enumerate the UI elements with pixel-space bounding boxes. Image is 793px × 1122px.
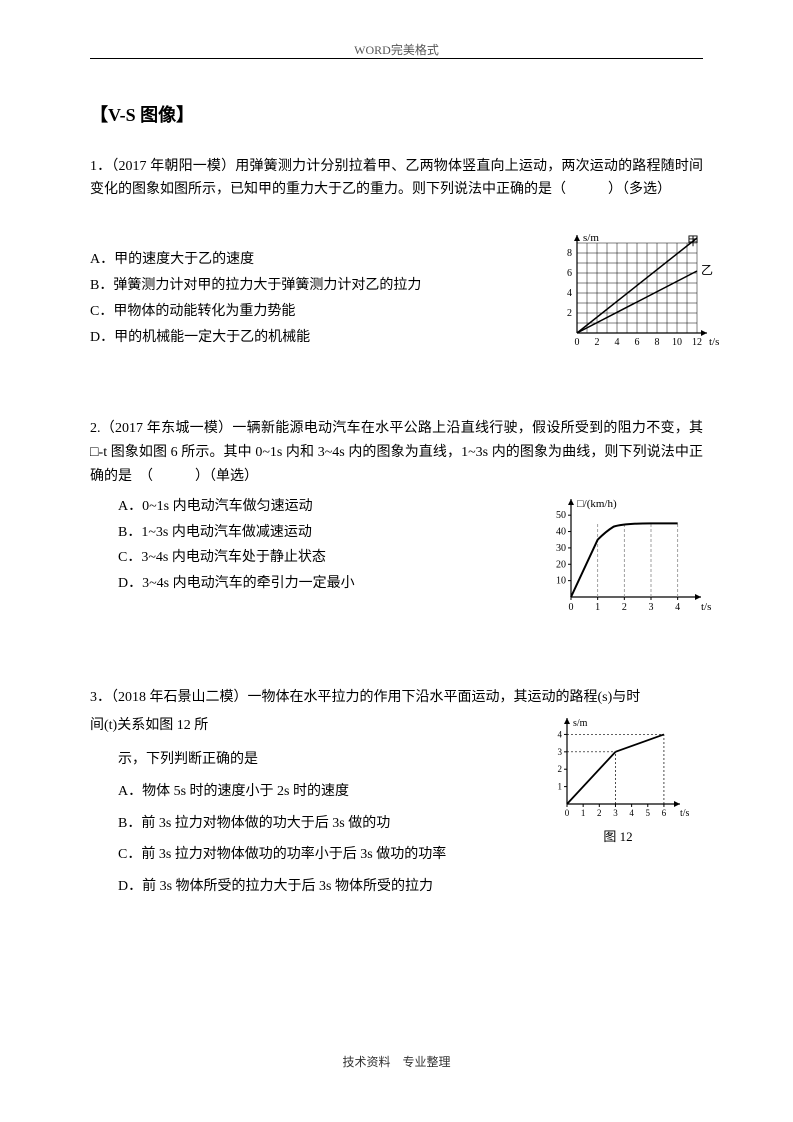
q1-chart: 0 2 4 6 8 10 12 2 4 6 8 s/m t/s 甲乙: [553, 225, 723, 355]
svg-text:6: 6: [635, 337, 640, 348]
svg-text:4: 4: [558, 729, 563, 739]
page-content: 【V-S 图像】 1．（2017 年朝阳一模）用弹簧测力计分别拉着甲、乙两物体竖…: [90, 100, 703, 899]
svg-text:4: 4: [629, 808, 634, 818]
svg-text:20: 20: [556, 560, 566, 571]
svg-text:6: 6: [662, 808, 667, 818]
svg-text:6: 6: [567, 268, 572, 279]
svg-text:甲: 甲: [687, 234, 699, 248]
svg-text:4: 4: [615, 337, 620, 348]
svg-text:10: 10: [672, 337, 682, 348]
svg-text:1: 1: [581, 808, 586, 818]
svg-text:2: 2: [597, 808, 602, 818]
svg-text:2: 2: [595, 337, 600, 348]
svg-text:s/m: s/m: [573, 718, 588, 729]
svg-text:t/s: t/s: [701, 601, 711, 613]
svg-text:0: 0: [569, 602, 574, 613]
q2-chart-svg: 10 20 30 40 50 0 1 2 3 4 □/(km/h) t/s: [543, 487, 713, 617]
svg-text:t/s: t/s: [709, 336, 719, 348]
svg-text:0: 0: [575, 337, 580, 348]
q3-chart-caption: 图 12: [543, 826, 693, 848]
svg-text:0: 0: [565, 808, 570, 818]
question-2: 2.（2017 年东城一模）一辆新能源电动汽车在水平公路上沿直线行驶，假设所受到…: [90, 417, 703, 596]
svg-text:s/m: s/m: [583, 232, 599, 244]
svg-text:t/s: t/s: [680, 808, 690, 819]
question-1: 1．（2017 年朝阳一模）用弹簧测力计分别拉着甲、乙两物体竖直向上运动，两次运…: [90, 155, 703, 350]
svg-text:乙: 乙: [701, 263, 713, 277]
q3-chart-svg: 0 1 2 3 4 5 6 1 2 3 4 s/m t/s: [543, 704, 693, 824]
svg-text:8: 8: [655, 337, 660, 348]
svg-text:5: 5: [646, 808, 651, 818]
q3-option-d: D．前 3s 物体所受的拉力大于后 3s 物体所受的拉力: [90, 875, 703, 899]
svg-text:50: 50: [556, 511, 566, 522]
svg-text:3: 3: [649, 602, 654, 613]
q3-chart: 0 1 2 3 4 5 6 1 2 3 4 s/m t/s 图 12: [543, 704, 693, 848]
svg-text:30: 30: [556, 543, 566, 554]
svg-text:8: 8: [567, 248, 572, 259]
svg-text:3: 3: [613, 808, 618, 818]
q1-stem: 1．（2017 年朝阳一模）用弹簧测力计分别拉着甲、乙两物体竖直向上运动，两次运…: [90, 155, 703, 203]
svg-text:1: 1: [595, 602, 600, 613]
page-footer: 技术资料 专业整理: [0, 1052, 793, 1072]
svg-text:4: 4: [567, 288, 572, 299]
svg-text:2: 2: [558, 764, 563, 774]
section-title: 【V-S 图像】: [90, 100, 703, 131]
q2-stem: 2.（2017 年东城一模）一辆新能源电动汽车在水平公路上沿直线行驶，假设所受到…: [90, 417, 703, 488]
q2-chart: 10 20 30 40 50 0 1 2 3 4 □/(km/h) t/s: [543, 487, 713, 617]
svg-text:□/(km/h): □/(km/h): [577, 498, 617, 510]
header-rule: [90, 58, 703, 59]
svg-text:10: 10: [556, 576, 566, 587]
svg-text:40: 40: [556, 527, 566, 538]
svg-text:2: 2: [622, 602, 627, 613]
q1-chart-svg: 0 2 4 6 8 10 12 2 4 6 8 s/m t/s 甲乙: [553, 225, 723, 355]
svg-text:1: 1: [558, 782, 563, 792]
question-3: 3．（2018 年石景山二模）一物体在水平拉力的作用下沿水平面运动，其运动的路程…: [90, 684, 703, 899]
svg-text:3: 3: [558, 747, 563, 757]
svg-text:2: 2: [567, 308, 572, 319]
svg-text:4: 4: [675, 602, 680, 613]
svg-text:12: 12: [692, 337, 702, 348]
